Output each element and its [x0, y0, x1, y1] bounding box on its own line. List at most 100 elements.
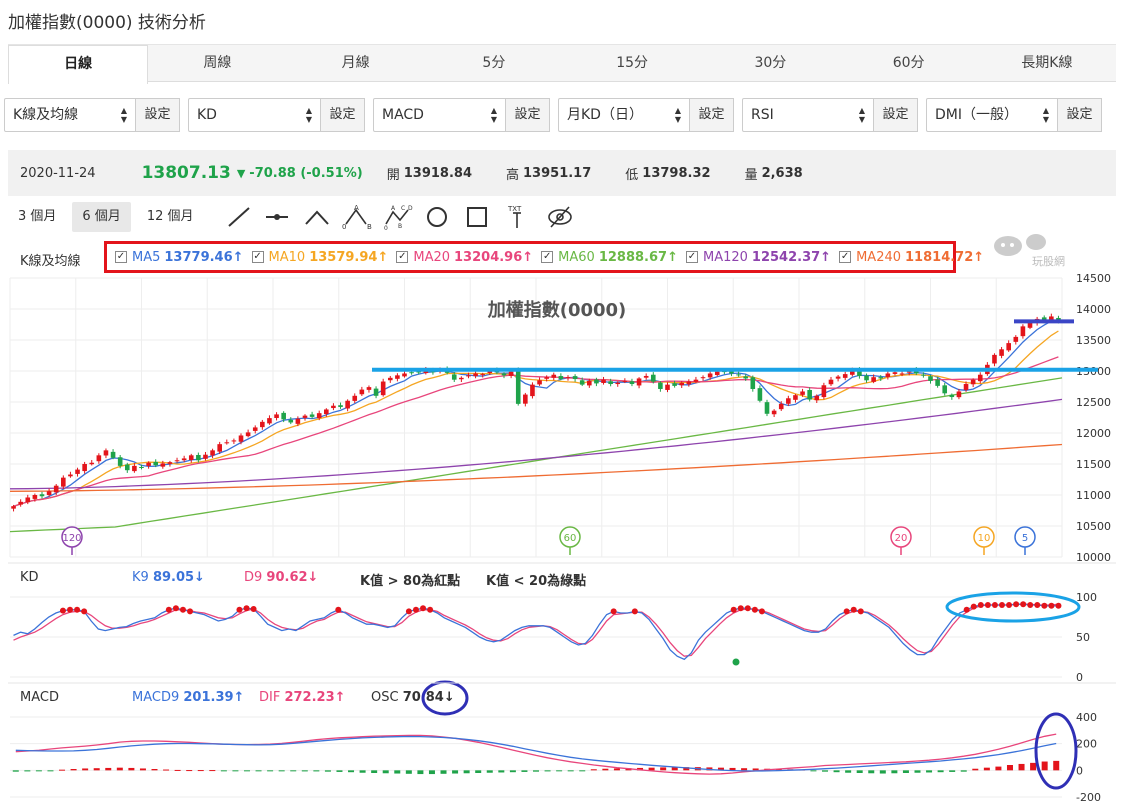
abcd-tool-d: D — [408, 205, 413, 212]
osc-bar — [752, 768, 759, 771]
checkbox-icon[interactable]: ✓ — [685, 251, 698, 263]
candle-body — [892, 372, 898, 374]
settings-button[interactable]: 設定 — [506, 98, 550, 132]
osc-bar — [717, 767, 724, 771]
ma20-line — [13, 356, 1059, 507]
tab-5[interactable]: 30分 — [754, 55, 787, 71]
osc-bar — [313, 770, 320, 772]
osc-bar — [35, 770, 42, 772]
indicator-selectors: K線及均線 ▲ ▼ 設定 KD ▲ ▼ 設定 MACD ▲ ▼ 設定 月KD（日） ▲ ▼ 設定 RSI ▲ ▼ 設定… — [4, 98, 1110, 132]
indicator-select[interactable]: K線及均線 ▲ ▼ — [4, 98, 136, 132]
checkbox-icon[interactable]: ✓ — [251, 251, 264, 263]
tab-3[interactable]: 5分 — [482, 55, 506, 71]
candle-body — [1034, 318, 1040, 324]
ma-name: MA10 — [268, 249, 306, 265]
settings-button[interactable]: 設定 — [874, 98, 918, 132]
osc-label: OSC 70.84↓ — [371, 690, 455, 705]
candle-body — [999, 349, 1004, 356]
indicator-select[interactable]: KD ▲ ▼ — [188, 98, 321, 132]
settings-button[interactable]: 設定 — [321, 98, 365, 132]
candle-body — [82, 464, 87, 472]
candle-body — [46, 491, 52, 496]
candle-body — [395, 375, 400, 379]
candle-body — [444, 369, 450, 373]
hide-tool-icon[interactable] — [546, 204, 574, 230]
osc-bar — [255, 770, 262, 772]
ma-legend-item[interactable]: ✓ MA120 12542.37↑ — [685, 250, 831, 265]
osc-bar — [995, 766, 1002, 771]
ma5-line — [13, 319, 1059, 507]
indicator-select-group: KD ▲ ▼ 設定 — [188, 98, 365, 132]
abc-tool-b: B — [367, 223, 372, 230]
candle-body — [942, 385, 948, 394]
range-button[interactable]: 3 個月 — [18, 209, 57, 224]
ma-name: MA5 — [132, 249, 161, 265]
candle-body — [53, 485, 59, 493]
macd9-name: MACD9 — [132, 690, 180, 705]
tab-7[interactable]: 長期K線 — [1021, 55, 1073, 71]
ma-marker-label: 20 — [895, 533, 908, 544]
osc-bar — [579, 770, 586, 772]
ma-legend-item[interactable]: ✓ MA5 13779.46↑ — [115, 250, 244, 265]
checkbox-icon[interactable]: ✓ — [115, 251, 127, 263]
ma-legend-item[interactable]: ✓ MA60 12888.67↑ — [541, 250, 678, 265]
indicator-select[interactable]: RSI ▲ ▼ — [742, 98, 874, 132]
candle-body — [494, 370, 500, 373]
tab-1[interactable]: 周線 — [203, 55, 232, 71]
line-tool-icon[interactable] — [226, 204, 252, 230]
segment-tool-icon[interactable] — [264, 204, 290, 230]
candle-body — [579, 380, 585, 385]
ma-legend-item[interactable]: ✓ MA240 11814.72↑ — [839, 250, 984, 265]
candle-body — [302, 415, 308, 418]
osc-bar — [960, 770, 967, 772]
macd9-label: MACD9 201.39↑ — [132, 690, 244, 705]
candle-body — [402, 373, 407, 377]
text-tool-icon[interactable]: TXT — [504, 204, 530, 230]
osc-bar — [660, 767, 667, 771]
range-button[interactable]: 12 個月 — [146, 209, 194, 224]
candle-body — [629, 381, 635, 385]
osc-bar — [232, 770, 239, 772]
ma-legend-item[interactable]: ✓ MA10 13579.94↑ — [251, 249, 388, 265]
osc-bar — [220, 770, 227, 772]
kd-red-dot — [751, 606, 758, 613]
indicator-select-value: 月KD（日） — [567, 107, 643, 123]
circle-tool-icon[interactable] — [424, 204, 450, 230]
candle-body — [139, 466, 144, 468]
angle-tool-icon[interactable] — [304, 204, 330, 230]
indicator-select[interactable]: DMI（一般） ▲ ▼ — [926, 98, 1058, 132]
checkbox-icon[interactable]: ✓ — [396, 251, 409, 263]
osc-bar — [787, 769, 794, 771]
indicator-select[interactable]: MACD ▲ ▼ — [373, 98, 506, 132]
osc-bar — [324, 770, 331, 772]
tab-4[interactable]: 15分 — [616, 55, 649, 71]
candle-body — [110, 451, 116, 458]
settings-button[interactable]: 設定 — [1058, 98, 1102, 132]
kd-red-dot — [631, 608, 638, 615]
ma-legend-item[interactable]: ✓ MA20 13204.96↑ — [396, 250, 533, 265]
tab-0[interactable]: 日線 — [8, 45, 149, 84]
dif-value: 272.23↑ — [284, 690, 346, 705]
osc-bar — [521, 770, 528, 772]
indicator-select-value: K線及均線 — [13, 107, 79, 123]
rectangle-tool-icon[interactable] — [464, 204, 490, 230]
kd-red-dot — [998, 602, 1005, 608]
range-button[interactable]: 6 個月 — [72, 202, 131, 232]
osc-bar — [972, 768, 979, 771]
ma-value: 11814.72↑ — [905, 249, 985, 265]
settings-button[interactable]: 設定 — [690, 98, 734, 132]
tab-6[interactable]: 60分 — [892, 55, 925, 71]
updown-arrow-icon: ▲ ▼ — [305, 106, 312, 124]
candle-body — [238, 435, 244, 442]
tab-2[interactable]: 月線 — [341, 55, 370, 71]
osc-bar — [348, 770, 355, 773]
indicator-select[interactable]: 月KD（日） ▲ ▼ — [558, 98, 690, 132]
candle-body — [331, 405, 336, 409]
checkbox-icon[interactable]: ✓ — [541, 251, 554, 263]
settings-button[interactable]: 設定 — [136, 98, 180, 132]
osc-bar — [937, 770, 944, 773]
abc-tool-icon[interactable]: 0 A B — [342, 204, 372, 230]
osc-bar — [810, 770, 817, 772]
checkbox-icon[interactable]: ✓ — [839, 251, 852, 263]
abcd-tool-icon[interactable]: 0 A B C D — [384, 204, 414, 230]
